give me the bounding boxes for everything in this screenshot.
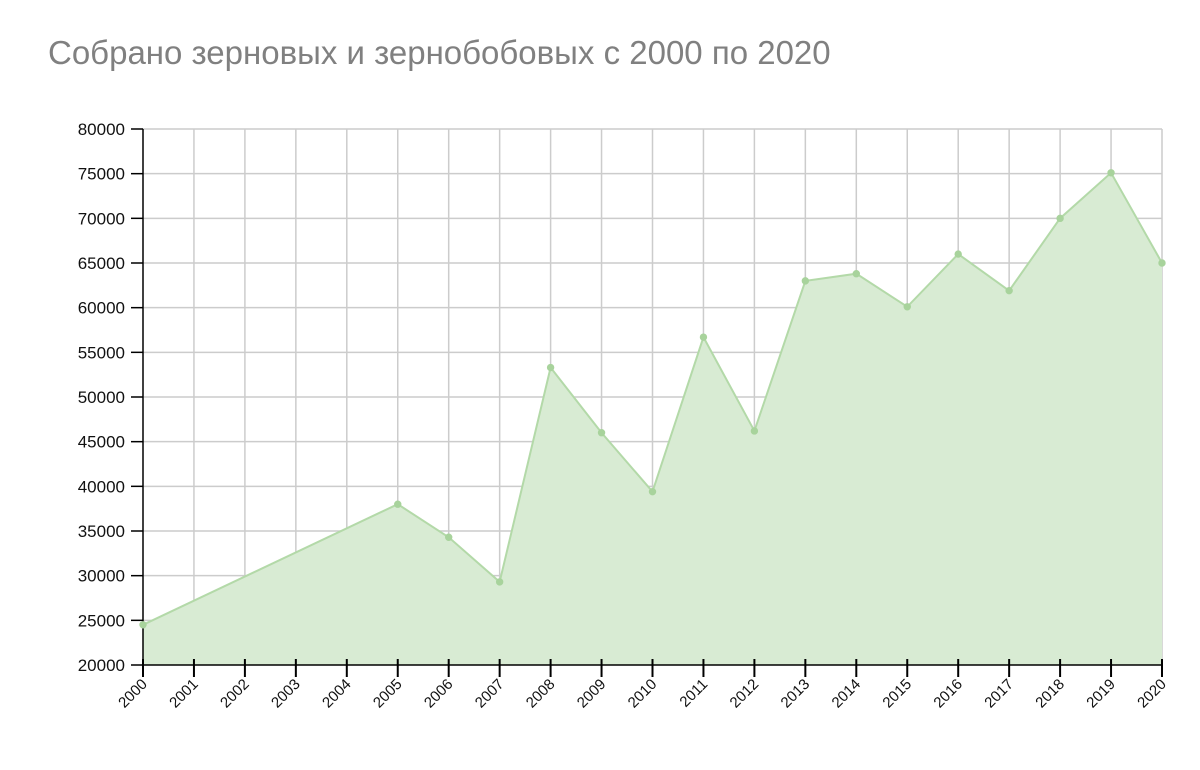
data-point bbox=[1056, 214, 1064, 223]
y-tick-label: 80000 bbox=[78, 120, 125, 139]
area-fill bbox=[143, 172, 1162, 666]
y-tick-label: 20000 bbox=[78, 656, 125, 675]
data-point bbox=[852, 270, 860, 278]
y-tick-label: 70000 bbox=[78, 209, 125, 228]
x-tick-label: 2016 bbox=[930, 676, 966, 712]
x-tick-label: 2014 bbox=[829, 676, 865, 712]
y-axis-ticks: 20000 25000 30000 35000 40000 45000 50000 55000… bbox=[78, 120, 143, 675]
y-tick-label: 40000 bbox=[78, 477, 125, 496]
x-tick-label: 2011 bbox=[676, 676, 711, 711]
y-tick-label: 35000 bbox=[78, 522, 125, 541]
y-tick-label: 25000 bbox=[78, 611, 125, 630]
x-tick-label: 2001 bbox=[166, 676, 202, 712]
x-tick-label: 2002 bbox=[217, 676, 253, 712]
data-point bbox=[445, 533, 453, 541]
x-axis-ticks: 2000 2001 2002 2003 2004 2005 2006 2007 2008 2009… bbox=[115, 659, 1170, 711]
y-tick-label: 65000 bbox=[78, 254, 125, 273]
x-tick-label: 2018 bbox=[1032, 676, 1068, 712]
data-points bbox=[139, 169, 1166, 629]
y-tick-label: 50000 bbox=[78, 388, 125, 407]
chart-title: Собрано зерновых и зернобобовых с 2000 п… bbox=[48, 34, 831, 71]
y-tick-label: 45000 bbox=[78, 433, 125, 452]
data-point bbox=[954, 250, 962, 258]
x-tick-label: 2006 bbox=[421, 676, 457, 712]
data-point bbox=[546, 363, 555, 372]
x-tick-label: 2019 bbox=[1083, 676, 1119, 712]
data-point bbox=[1158, 259, 1166, 267]
y-tick-label: 60000 bbox=[78, 299, 125, 318]
data-point bbox=[597, 429, 606, 437]
data-point bbox=[750, 427, 759, 435]
y-tick-label: 30000 bbox=[78, 567, 125, 586]
x-tick-label: 2017 bbox=[981, 676, 1017, 712]
data-point bbox=[699, 333, 708, 341]
x-tick-label: 2003 bbox=[268, 676, 304, 712]
data-point bbox=[903, 303, 911, 311]
x-tick-label: 2004 bbox=[319, 676, 355, 712]
y-tick-label: 55000 bbox=[78, 343, 125, 362]
x-tick-label: 2010 bbox=[625, 676, 661, 712]
data-point bbox=[648, 487, 657, 496]
y-tick-label: 75000 bbox=[78, 165, 125, 184]
data-point bbox=[139, 621, 147, 629]
x-tick-label: 2020 bbox=[1134, 676, 1170, 712]
x-tick-label: 2005 bbox=[370, 676, 406, 712]
data-point bbox=[495, 578, 504, 586]
x-tick-label: 2012 bbox=[727, 676, 763, 712]
x-tick-label: 2013 bbox=[778, 676, 814, 712]
x-tick-label: 2000 bbox=[115, 676, 151, 712]
data-point bbox=[394, 500, 402, 508]
data-point bbox=[1005, 286, 1013, 295]
x-tick-label: 2008 bbox=[523, 676, 559, 712]
data-point bbox=[801, 277, 810, 285]
x-tick-label: 2007 bbox=[472, 676, 508, 712]
data-point bbox=[1107, 169, 1115, 177]
x-tick-label: 2009 bbox=[574, 676, 610, 712]
x-tick-label: 2015 bbox=[879, 676, 915, 712]
